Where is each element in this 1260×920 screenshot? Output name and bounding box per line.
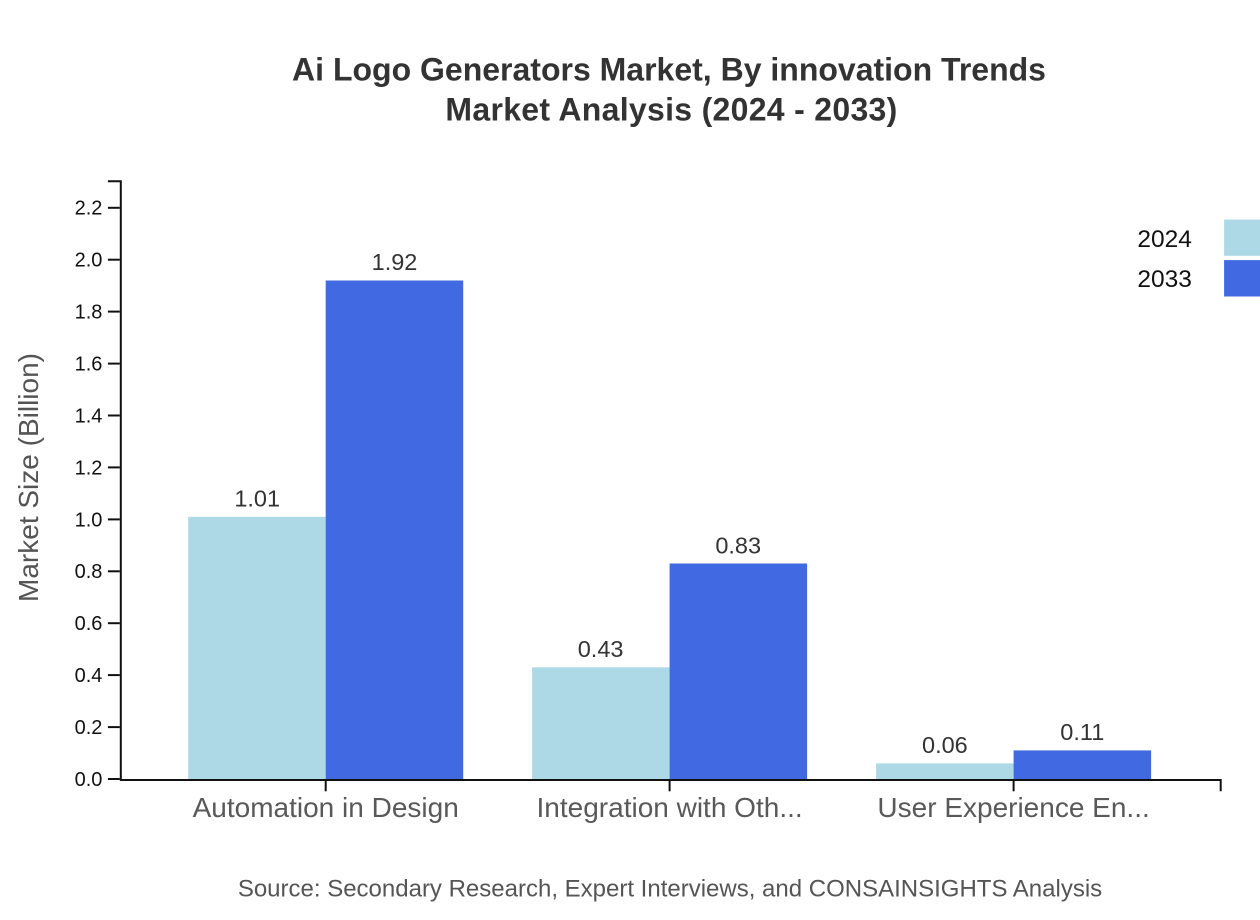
- svg-text:Source: Secondary Research, Ex: Source: Secondary Research, Expert Inter…: [238, 875, 1102, 902]
- svg-text:Market Analysis (2024 - 2033): Market Analysis (2024 - 2033): [445, 92, 897, 128]
- svg-text:1.8: 1.8: [75, 302, 103, 324]
- svg-text:0.43: 0.43: [578, 636, 624, 662]
- svg-text:Automation in Design: Automation in Design: [193, 792, 459, 823]
- svg-text:2024: 2024: [1137, 226, 1192, 253]
- svg-text:2033: 2033: [1137, 266, 1192, 293]
- svg-text:0.11: 0.11: [1060, 719, 1104, 745]
- svg-text:1.2: 1.2: [75, 457, 103, 479]
- svg-text:0.8: 0.8: [75, 561, 103, 583]
- svg-text:0.0: 0.0: [75, 769, 103, 791]
- svg-text:Ai Logo Generators Market, By: Ai Logo Generators Market, By innovation…: [292, 52, 1046, 88]
- svg-text:1.6: 1.6: [75, 354, 103, 376]
- svg-text:1.4: 1.4: [75, 405, 103, 427]
- svg-text:0.83: 0.83: [715, 532, 761, 558]
- svg-text:2.0: 2.0: [75, 250, 103, 272]
- svg-text:User Experience En...: User Experience En...: [877, 792, 1149, 823]
- svg-text:1.0: 1.0: [75, 509, 103, 531]
- svg-text:2.2: 2.2: [75, 198, 103, 220]
- svg-text:Integration with Oth...: Integration with Oth...: [537, 792, 803, 823]
- svg-text:1.01: 1.01: [234, 486, 280, 512]
- svg-text:0.06: 0.06: [922, 732, 968, 758]
- svg-text:Market Size (Billion): Market Size (Billion): [13, 353, 44, 602]
- svg-text:0.4: 0.4: [75, 665, 103, 687]
- svg-text:0.6: 0.6: [75, 613, 103, 635]
- svg-text:1.92: 1.92: [372, 249, 418, 275]
- svg-text:0.2: 0.2: [75, 717, 103, 739]
